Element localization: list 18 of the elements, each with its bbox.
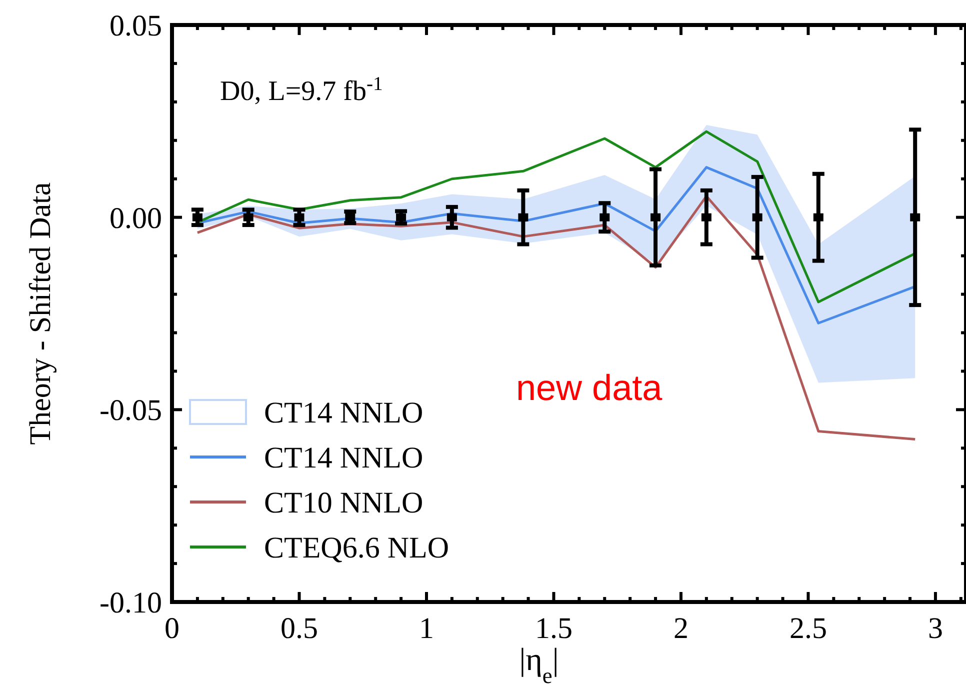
x-tick-label: 3	[928, 612, 943, 645]
x-tick-label: 0.5	[280, 612, 318, 645]
y-tick-label: 0.00	[110, 202, 162, 235]
x-tick-label: 1	[418, 612, 434, 645]
y-axis-title: Theory - Shifted Data	[24, 182, 57, 445]
x-tick-label: 2.5	[789, 612, 827, 645]
y-tick-label: -0.10	[100, 586, 162, 620]
legend-label: CT10 NNLO	[264, 486, 424, 520]
y-tick-label: -0.05	[100, 394, 162, 428]
annotation: new data	[516, 367, 664, 408]
line-series	[196, 194, 916, 441]
legend-label: CT14 NNLO	[264, 396, 424, 430]
x-tick-label: 2	[673, 612, 688, 645]
x-tick-label: 0	[164, 612, 180, 645]
annotation: D0, L=9.7 fb$^{-1}$	[220, 74, 383, 107]
y-tick-label: 0.05	[110, 10, 162, 42]
legend-label: CTEQ6.6 NLO	[264, 532, 449, 564]
text: CT14 NNLO	[264, 442, 424, 474]
